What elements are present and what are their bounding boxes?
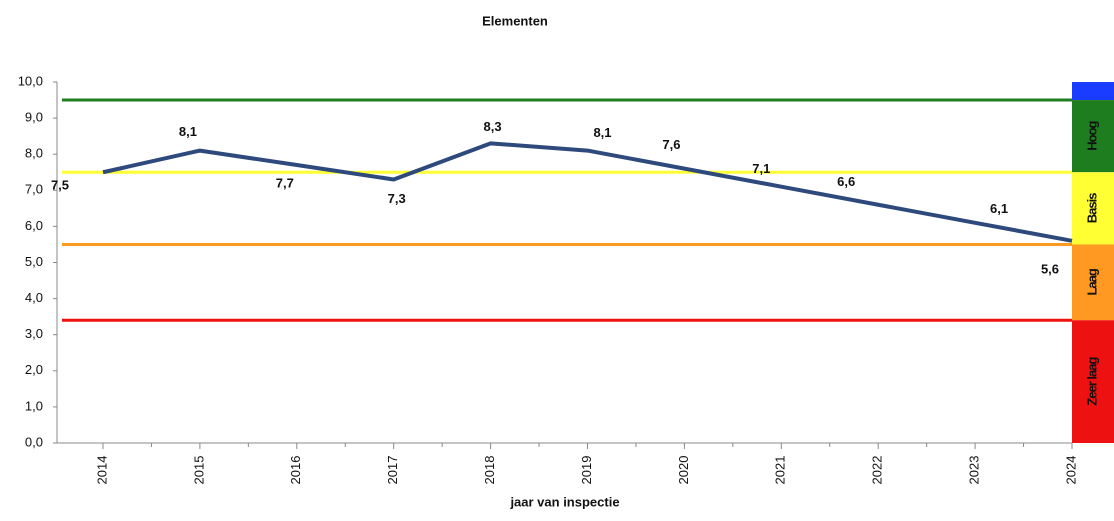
y-tick-label: 8,0 bbox=[25, 146, 43, 161]
y-tick-label: 9,0 bbox=[25, 110, 43, 125]
zone-label: Basis bbox=[1084, 193, 1099, 223]
data-label: 7,1 bbox=[752, 161, 770, 176]
data-label: 7,5 bbox=[51, 178, 69, 193]
zone-label: Zeer laag bbox=[1084, 357, 1099, 406]
x-tick-label: 2014 bbox=[94, 456, 109, 485]
x-axis-label: jaar van inspectie bbox=[509, 494, 619, 509]
data-label: 7,3 bbox=[388, 191, 406, 206]
y-tick-label: 10,0 bbox=[18, 73, 43, 88]
data-label: 6,6 bbox=[837, 174, 855, 189]
x-tick-label: 2024 bbox=[1063, 456, 1078, 485]
data-label: 8,3 bbox=[484, 119, 502, 134]
data-label: 5,6 bbox=[1041, 261, 1059, 276]
x-tick-label: 2019 bbox=[579, 456, 594, 485]
zone-label: Hoog bbox=[1084, 120, 1099, 150]
x-tick-label: 2015 bbox=[191, 456, 206, 485]
x-tick-label: 2020 bbox=[676, 456, 691, 485]
y-tick-label: 0,0 bbox=[25, 434, 43, 449]
zone bbox=[1072, 244, 1114, 321]
line bbox=[102, 141, 1073, 243]
x-tick-label: 2016 bbox=[288, 456, 303, 485]
zone bbox=[1072, 320, 1114, 443]
y-tick-label: 2,0 bbox=[25, 362, 43, 377]
y-tick-label: 6,0 bbox=[25, 218, 43, 233]
y-tick-label: 7,0 bbox=[25, 182, 43, 197]
x-tick-label: 2023 bbox=[967, 456, 982, 485]
zone-label: Laag bbox=[1084, 268, 1099, 295]
zone bbox=[1072, 82, 1114, 101]
data-label: 7,7 bbox=[276, 175, 294, 190]
zone bbox=[1072, 172, 1114, 245]
zone bbox=[1072, 100, 1114, 173]
data-label: 8,1 bbox=[593, 125, 611, 140]
y-tick-label: 1,0 bbox=[25, 398, 43, 413]
data-label: 7,6 bbox=[662, 137, 680, 152]
data-label: 8,1 bbox=[179, 124, 197, 139]
x-tick-label: 2018 bbox=[482, 456, 497, 485]
y-tick-label: 4,0 bbox=[25, 290, 43, 305]
chart-title: Elementen bbox=[482, 13, 548, 28]
x-tick-label: 2017 bbox=[385, 456, 400, 485]
x-tick-label: 2022 bbox=[870, 456, 885, 485]
y-tick-label: 3,0 bbox=[25, 326, 43, 341]
data-label: 6,1 bbox=[990, 201, 1008, 216]
x-tick-label: 2021 bbox=[773, 456, 788, 485]
y-tick-label: 5,0 bbox=[25, 254, 43, 269]
